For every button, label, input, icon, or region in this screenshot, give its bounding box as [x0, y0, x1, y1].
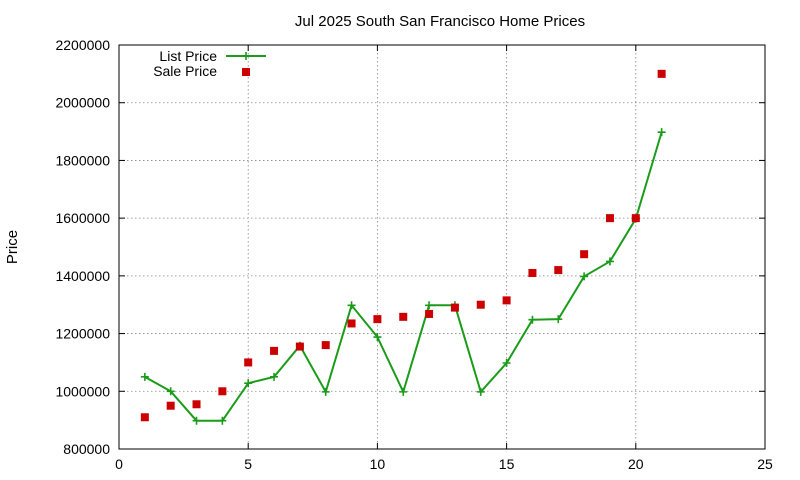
sale-price-point: [450, 303, 459, 312]
list-price-point: [270, 372, 279, 381]
legend-marker-sale-price: [242, 68, 250, 76]
legend-label-list-price: List Price: [159, 48, 217, 64]
sale-price-point: [528, 268, 537, 277]
list-price-point: [166, 387, 175, 396]
list-price-point: [580, 272, 589, 281]
sale-price-point: [580, 250, 589, 259]
sale-price-point: [399, 312, 408, 321]
list-price-point: [218, 416, 227, 425]
grid-lines: [119, 45, 765, 449]
sale-price-point: [140, 413, 149, 422]
axis-ticks: [118, 44, 766, 450]
y-tick-label: 2200000: [55, 37, 110, 53]
tick-labels: 0 5 10 15 20 25 800000 1000000 1200000 1400000 160…: [55, 37, 773, 472]
sale-price-point: [554, 266, 563, 275]
list-price-point: [657, 128, 666, 137]
y-tick-label: 1600000: [55, 210, 110, 226]
x-tick-label: 15: [499, 456, 515, 472]
sale-price-point: [476, 300, 485, 309]
y-tick-label: 1000000: [55, 383, 110, 399]
y-tick-label: 2000000: [55, 95, 110, 111]
sale-price-point: [347, 319, 356, 328]
sale-price-point: [218, 387, 227, 396]
sale-price-point: [166, 401, 175, 410]
sale-price-point: [373, 315, 382, 324]
sale-price-point: [631, 214, 640, 223]
sale-price-point: [295, 342, 304, 351]
series-layer: [140, 69, 666, 425]
list-price-point: [192, 416, 201, 425]
x-tick-label: 0: [115, 456, 123, 472]
list-price-point: [605, 257, 614, 266]
list-price-point: [347, 301, 356, 310]
x-tick-label: 25: [757, 456, 773, 472]
y-axis-label: Price: [4, 230, 21, 264]
y-tick-label: 800000: [63, 441, 110, 457]
chart-title: Jul 2025 South San Francisco Home Prices: [295, 13, 585, 30]
sale-price-point: [270, 346, 279, 355]
x-tick-label: 20: [628, 456, 644, 472]
x-tick-label: 5: [244, 456, 252, 472]
list-price-point: [244, 379, 253, 388]
list-price-point: [425, 301, 434, 310]
list-price-point: [373, 333, 382, 342]
legend: List Price Sale Price: [153, 48, 266, 79]
legend-label-sale-price: Sale Price: [153, 63, 217, 79]
list-price-point: [321, 387, 330, 396]
list-price-point: [140, 372, 149, 381]
series-sale-price: [140, 69, 666, 422]
list-price-point: [528, 315, 537, 324]
y-tick-label: 1400000: [55, 268, 110, 284]
plot-frame: [118, 44, 766, 450]
x-tick-label: 10: [370, 456, 386, 472]
series-list-price: [140, 128, 666, 425]
list-price-point: [502, 359, 511, 368]
sale-price-point: [605, 214, 614, 223]
y-tick-label: 1800000: [55, 152, 110, 168]
list-price-point: [476, 387, 485, 396]
sale-price-point: [244, 358, 253, 367]
y-tick-label: 1200000: [55, 326, 110, 342]
sale-price-point: [321, 341, 330, 350]
sale-price-point: [192, 400, 201, 409]
sale-price-point: [425, 309, 434, 318]
sale-price-point: [657, 69, 666, 78]
list-price-point: [554, 315, 563, 324]
sale-price-point: [502, 296, 511, 305]
legend-marker-list-price: [242, 52, 250, 60]
list-price-point: [399, 387, 408, 396]
